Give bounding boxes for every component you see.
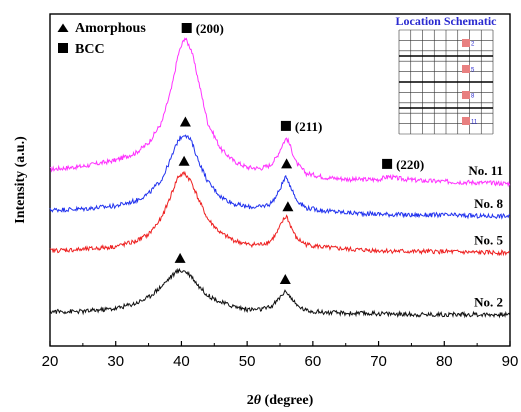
peak-label: (200): [196, 21, 224, 36]
peak-label: (220): [396, 157, 424, 172]
inset-point-marker: [462, 39, 470, 47]
x-ticks: 20 30 40 50 60 70 80 90: [42, 341, 519, 370]
x-tick-label: 80: [436, 353, 453, 370]
y-axis-title: Intensity (a.u.): [13, 136, 28, 224]
peak-triangle-marker: [179, 116, 191, 127]
peak-triangle-marker: [282, 201, 294, 212]
x-axis-title: 2θ (degree): [247, 393, 314, 408]
peak-triangle-marker: [178, 155, 190, 166]
inset-point-label: 2: [471, 42, 475, 48]
peak-triangle-marker: [281, 158, 293, 169]
location-schematic-inset: Location Schematic 2 5 8 11: [396, 14, 498, 135]
x-tick-label: 50: [239, 353, 256, 370]
x-tick-label: 20: [42, 353, 59, 370]
peak-square-marker: [280, 120, 291, 131]
sample-label: No. 2: [474, 295, 503, 310]
series-line-1: [49, 37, 511, 188]
legend-label-bcc: BCC: [75, 42, 105, 57]
inset-point-label: 8: [471, 94, 475, 100]
x-tick-label: 60: [305, 353, 322, 370]
series-line-2: [49, 134, 511, 220]
peak-triangle-marker: [279, 274, 291, 284]
sample-label: No. 11: [468, 163, 503, 178]
inset-point-marker: [462, 65, 470, 73]
series-line-4: [49, 267, 511, 319]
peak-label: (211): [295, 119, 322, 134]
legend-triangle-marker: [57, 23, 69, 32]
inset-title: Location Schematic: [396, 14, 498, 28]
x-tick-label: 70: [370, 353, 387, 370]
inset-point-label: 11: [471, 120, 478, 126]
peak-square-marker: [382, 158, 393, 169]
inset-point-label: 5: [471, 68, 475, 74]
sample-label: No. 5: [474, 233, 503, 248]
sample-labels: No. 11 No. 8 No. 5 No. 2: [468, 163, 503, 310]
peak-triangle-marker: [174, 252, 186, 263]
x-tick-label: 90: [502, 353, 519, 370]
legend-label-amorphous: Amorphous: [75, 21, 146, 36]
legend: Amorphous BCC: [57, 21, 146, 57]
inset-point-marker: [462, 117, 470, 125]
series-line-3: [49, 170, 510, 257]
inset-points: 2 5 8 11: [462, 39, 478, 126]
peak-markers: (200) (211) (220): [174, 21, 424, 284]
sample-label: No. 8: [474, 196, 503, 211]
series-traces: [49, 37, 511, 319]
x-tick-label: 40: [173, 353, 190, 370]
inset-grid: [398, 29, 494, 135]
peak-square-marker: [181, 23, 192, 33]
x-tick-label: 30: [107, 353, 124, 370]
inset-point-marker: [462, 91, 470, 99]
legend-square-marker: [58, 43, 68, 53]
